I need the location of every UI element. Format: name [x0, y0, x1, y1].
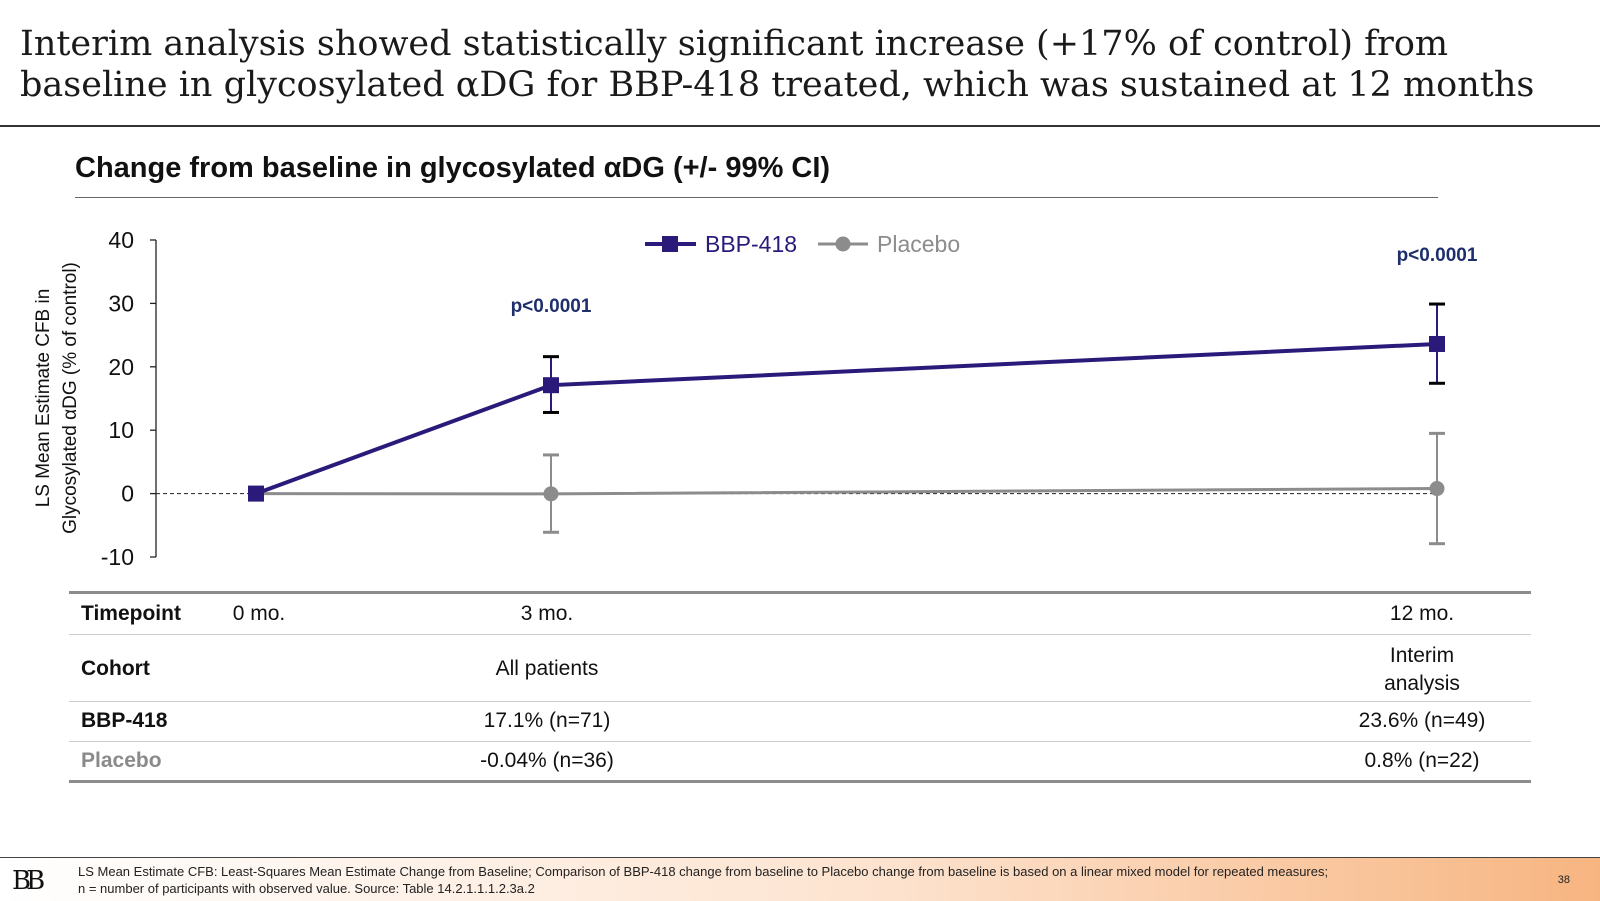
- footer-bar: BB LS Mean Estimate CFB: Least-Squares M…: [0, 857, 1600, 901]
- cell-bbp418-12: 23.6% (n=49): [1358, 709, 1486, 732]
- headline-divider: [0, 125, 1600, 127]
- cell-placebo-3: -0.04% (n=36): [480, 749, 614, 772]
- legend-placebo-label: Placebo: [877, 231, 960, 257]
- table-row-timepoint: Timepoint 0 mo. 3 mo. 12 mo.: [69, 591, 1531, 635]
- y-tick-label: 40: [108, 227, 134, 253]
- placebo-data-point: [543, 486, 559, 502]
- footnote: LS Mean Estimate CFB: Least-Squares Mean…: [78, 863, 1328, 897]
- y-tick-label: 30: [108, 290, 134, 316]
- chart-title-divider: [75, 197, 1438, 198]
- placebo-data-point: [1429, 481, 1445, 497]
- y-tick-label: 0: [121, 481, 134, 507]
- y-tick-label: -10: [101, 544, 134, 570]
- summary-table: Timepoint 0 mo. 3 mo. 12 mo. Cohort All …: [69, 591, 1531, 783]
- cell-timepoint-12: 12 mo.: [1389, 602, 1455, 625]
- cell-timepoint-0: 0 mo.: [232, 602, 286, 625]
- bbp-418-data-point: [1429, 335, 1445, 352]
- row-header-cohort: Cohort: [81, 657, 150, 680]
- bbp-418-series-line: [255, 341, 1438, 496]
- table-row-bbp418: BBP-418 17.1% (n=71) 23.6% (n=49): [69, 702, 1531, 742]
- headline-line-2: baseline in glycosylated αDG for BBP-418…: [20, 65, 1535, 105]
- y-tick-label: 10: [108, 417, 134, 443]
- legend-placebo-marker: [835, 236, 851, 252]
- y-tick-label: 20: [108, 354, 134, 380]
- cell-cohort-3: All patients: [495, 657, 599, 680]
- cell-cohort-12: Interim analysis: [1342, 642, 1502, 698]
- cell-placebo-12: 0.8% (n=22): [1364, 749, 1480, 772]
- chart-title: Change from baseline in glycosylated αDG…: [75, 152, 831, 184]
- legend-bbp-418-label: BBP-418: [705, 231, 797, 257]
- table-row-placebo: Placebo -0.04% (n=36) 0.8% (n=22): [69, 742, 1531, 783]
- placebo-series-line: [255, 487, 1438, 496]
- legend-bbp-418-marker: [662, 236, 678, 252]
- row-header-placebo: Placebo: [81, 749, 162, 772]
- bbp-418-data-point: [248, 485, 264, 502]
- p-value-annotation: p<0.0001: [511, 296, 592, 317]
- cell-bbp418-3: 17.1% (n=71): [483, 709, 611, 732]
- row-header-bbp418: BBP-418: [81, 709, 168, 732]
- cell-cohort-12-line-2: analysis: [1384, 672, 1460, 695]
- table-row-cohort: Cohort All patients Interim analysis: [69, 635, 1531, 702]
- row-header-timepoint: Timepoint: [81, 602, 181, 625]
- line-chart: 40 30 20 10 0 -10 p<0.0001 p<0.0001 BBP-418 Place…: [101, 227, 1478, 570]
- cell-cohort-12-line-1: Interim: [1389, 644, 1455, 667]
- bbp-418-data-point: [543, 377, 559, 394]
- slide-headline: Interim analysis showed statistically si…: [20, 24, 1580, 106]
- cell-timepoint-3: 3 mo.: [520, 602, 574, 625]
- headline-line-1: Interim analysis showed statistically si…: [20, 24, 1449, 64]
- p-value-annotation: p<0.0001: [1397, 245, 1478, 266]
- footnote-line-1: LS Mean Estimate CFB: Least-Squares Mean…: [78, 864, 1329, 879]
- footnote-line-2: n = number of participants with observed…: [78, 881, 535, 896]
- company-logo: BB: [12, 866, 45, 896]
- page-number: 38: [1557, 874, 1570, 886]
